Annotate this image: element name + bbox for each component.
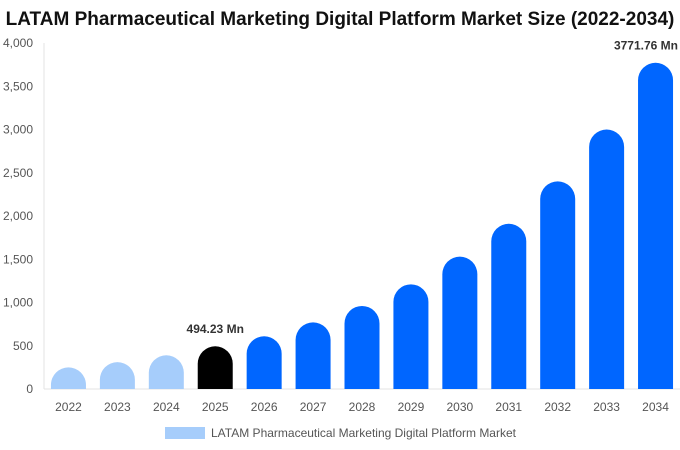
bar-2025 — [197, 346, 233, 389]
x-tick-label: 2032 — [544, 400, 571, 414]
bar-2027 — [295, 322, 331, 389]
bar-2030 — [442, 256, 478, 389]
y-tick-label: 2,500 — [3, 166, 33, 180]
x-tick-label: 2030 — [446, 400, 473, 414]
y-tick-label: 500 — [13, 339, 33, 353]
bar-2031 — [491, 223, 527, 389]
bar-2026 — [246, 336, 282, 389]
x-tick-label: 2022 — [55, 400, 82, 414]
x-tick-label: 2027 — [300, 400, 327, 414]
x-tick-label: 2031 — [495, 400, 522, 414]
bar-2028 — [344, 305, 380, 389]
bar-2022 — [50, 367, 86, 389]
x-tick-label: 2028 — [349, 400, 376, 414]
x-tick-label: 2024 — [153, 400, 180, 414]
legend-swatch — [165, 427, 205, 439]
bar-2034 — [638, 62, 674, 389]
y-tick-label: 2,000 — [3, 209, 33, 223]
x-tick-label: 2026 — [251, 400, 278, 414]
chart-title: LATAM Pharmaceutical Marketing Digital P… — [5, 9, 675, 30]
legend: LATAM Pharmaceutical Marketing Digital P… — [165, 425, 516, 441]
x-tick-label: 2033 — [593, 400, 620, 414]
bar-2024 — [148, 355, 184, 389]
data-label: 494.23 Mn — [187, 322, 244, 336]
y-tick-label: 3,500 — [3, 79, 33, 93]
data-label: 3771.76 Mn — [614, 39, 678, 53]
x-tick-label: 2023 — [104, 400, 131, 414]
x-tick-label: 2025 — [202, 400, 229, 414]
bar-2032 — [540, 181, 576, 389]
bar-2033 — [589, 129, 625, 389]
y-tick-label: 3,000 — [3, 123, 33, 137]
y-tick-label: 4,000 — [3, 36, 33, 50]
y-tick-label: 1,500 — [3, 252, 33, 266]
y-tick-label: 1,000 — [3, 296, 33, 310]
y-tick-label: 0 — [26, 382, 33, 396]
bar-2029 — [393, 284, 429, 389]
legend-label: LATAM Pharmaceutical Marketing Digital P… — [211, 426, 516, 440]
bar-2023 — [99, 362, 135, 389]
x-tick-label: 2029 — [398, 400, 425, 414]
x-tick-label: 2034 — [642, 400, 669, 414]
